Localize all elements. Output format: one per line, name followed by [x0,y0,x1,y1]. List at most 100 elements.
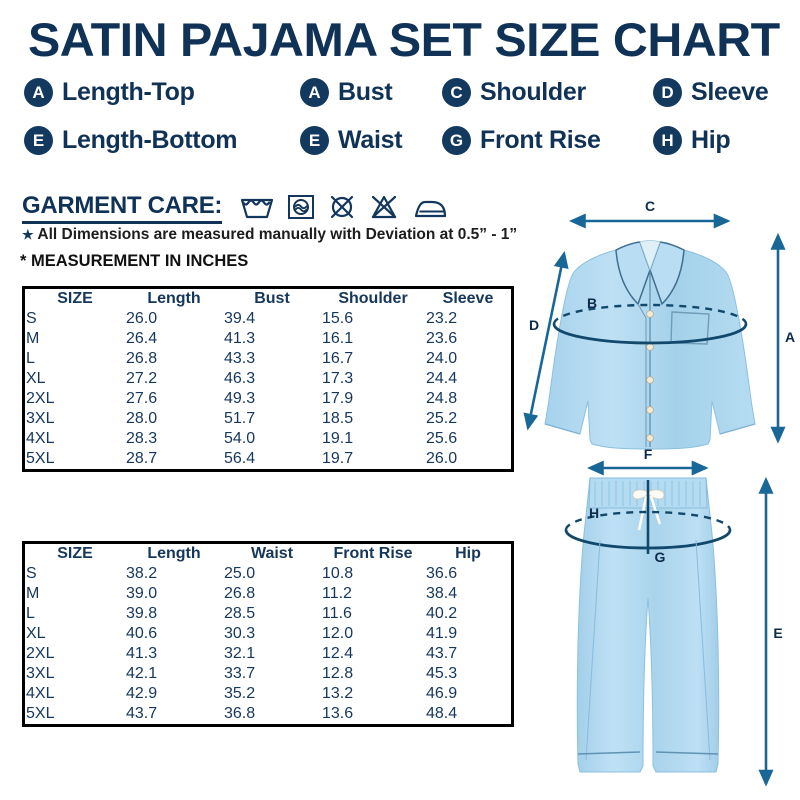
table-row: M 26.4 41.3 16.1 23.6 [25,329,511,349]
cell-size: L [26,605,35,622]
cell-length: 26.4 [126,330,158,347]
care-icon-group [240,194,448,220]
iron-icon [412,194,448,220]
cell-bust: 41.3 [224,330,256,347]
cell-size: 4XL [26,430,55,447]
table-row: 4XL 42.9 35.2 13.2 46.9 [25,684,511,704]
badge-e-icon: E [300,126,329,155]
col-header-bust: Bust [254,290,290,307]
cell-size: XL [26,370,46,387]
label-waist-f: F [644,446,653,462]
cell-hip: 48.4 [426,705,458,722]
col-header-hip: Hip [455,545,481,562]
cell-front-rise: 13.2 [322,685,354,702]
cell-shoulder: 18.5 [322,410,354,427]
legend-label-shoulder: Shoulder [480,78,586,106]
garment-care-section: GARMENT CARE: [22,192,448,224]
table-row: 4XL 28.3 54.0 19.1 25.6 [25,429,511,449]
cell-sleeve: 25.6 [426,430,458,447]
button [646,406,654,414]
cell-length: 39.8 [126,605,158,622]
cell-length: 27.2 [126,370,158,387]
legend-label-hip: Hip [691,126,731,154]
legend-label-sleeve: Sleeve [691,78,769,106]
legend-row-2: E Length-Bottom E Waist G Front Rise H H… [24,126,784,174]
cell-shoulder: 16.1 [322,330,354,347]
col-header-sleeve: Sleeve [442,290,494,307]
legend-item-length-bottom: E Length-Bottom [24,126,238,155]
cell-waist: 33.7 [224,665,256,682]
table-row: S 38.2 25.0 10.8 36.6 [25,564,511,584]
label-length-bottom-e: E [773,625,782,641]
cell-front-rise: 11.2 [322,585,352,602]
cell-bust: 46.3 [224,370,256,387]
label-sleeve-d: D [529,317,539,333]
cell-sleeve: 24.0 [426,350,458,367]
cell-length: 39.0 [126,585,158,602]
legend-item-shoulder: C Shoulder [442,78,586,107]
star-icon: ★ [22,227,34,242]
cell-front-rise: 13.6 [322,705,354,722]
hip-measure-dashed [564,510,732,531]
cell-waist: 30.3 [224,625,256,642]
cell-shoulder: 15.6 [322,310,354,327]
do-not-dry-clean-icon [328,194,356,220]
cell-shoulder: 17.3 [322,370,354,387]
cell-length: 42.9 [126,685,158,702]
cell-sleeve: 24.8 [426,390,458,407]
cell-bust: 56.4 [224,450,256,467]
table-row: L 26.8 43.3 16.7 24.0 [25,349,511,369]
badge-d-icon: D [653,78,682,107]
legend-item-sleeve: D Sleeve [653,78,769,107]
legend-label-length-top: Length-Top [62,78,195,106]
garment-illustrations: C A [520,196,800,796]
cell-size: XL [26,625,46,642]
label-hip-h: H [589,505,599,521]
button [646,310,654,318]
page-title: SATIN PAJAMA SET SIZE CHART [28,13,780,66]
cell-waist: 25.0 [224,565,256,582]
badge-h-icon: H [653,126,682,155]
col-header-length: Length [147,290,201,307]
badge-a-icon: A [24,78,53,107]
sleeve-dimension-arrow [523,250,569,431]
cell-hip: 45.3 [426,665,458,682]
legend-label-waist: Waist [338,126,403,154]
table-header-row: SIZE Length Waist Front Rise Hip [25,544,511,564]
measurement-legend: A Length-Top A Bust C Shoulder D Sleeve … [24,78,784,174]
table-row: 5XL 28.7 56.4 19.7 26.0 [25,449,511,469]
cell-waist: 28.5 [224,605,256,622]
cell-length: 28.0 [126,410,158,427]
cell-front-rise: 11.6 [322,605,352,622]
cell-size: 5XL [26,450,55,467]
cell-waist: 26.8 [224,585,256,602]
cell-hip: 40.2 [426,605,458,622]
cell-size: L [26,350,35,367]
size-table-bottom-body: S 38.2 25.0 10.8 36.6 M 39.0 26.8 11.2 3… [25,564,511,724]
cell-length: 42.1 [126,665,158,682]
legend-label-length-bottom: Length-Bottom [62,126,238,154]
col-header-shoulder: Shoulder [338,290,408,307]
cell-length: 40.6 [126,625,158,642]
button [646,434,654,442]
cell-shoulder: 16.7 [322,350,354,367]
badge-a-icon: A [300,78,329,107]
cell-waist: 36.8 [224,705,256,722]
legend-item-waist: E Waist [300,126,403,155]
cell-hip: 36.6 [426,565,458,582]
garment-care-title: GARMENT CARE: [22,192,222,224]
cell-front-rise: 12.4 [322,645,354,662]
cell-hip: 43.7 [426,645,458,662]
cell-hip: 41.9 [426,625,458,642]
table-header-row: SIZE Length Bust Shoulder Sleeve [25,289,511,309]
cell-sleeve: 25.2 [426,410,458,427]
table-row: S 26.0 39.4 15.6 23.2 [25,309,511,329]
cell-sleeve: 23.6 [426,330,458,347]
col-header-size: SIZE [57,290,93,307]
cell-length: 41.3 [126,645,158,662]
table-row: 3XL 28.0 51.7 18.5 25.2 [25,409,511,429]
badge-c-icon: C [442,78,471,107]
cell-size: M [26,330,40,347]
pajama-bottom-illustration: F E [564,446,783,787]
